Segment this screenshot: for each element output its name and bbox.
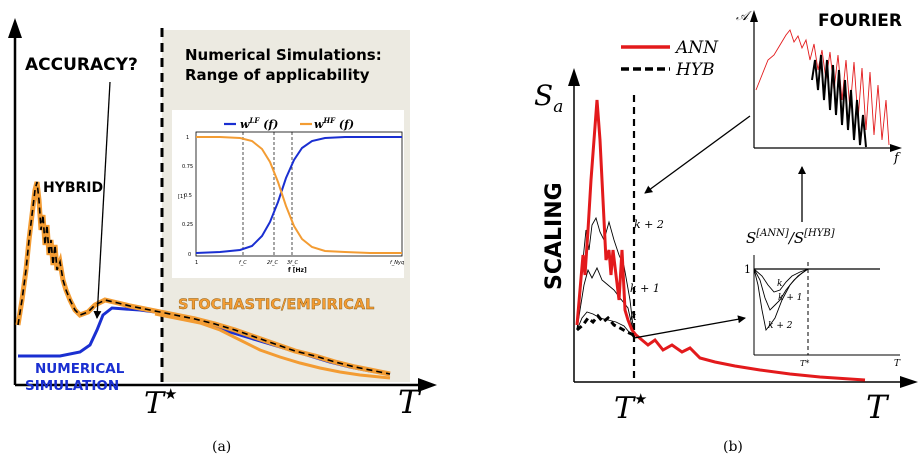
inset-xtick-fc: f_C: [239, 260, 247, 266]
numerical-label-line2: SIMULATION: [25, 378, 119, 394]
ratio-curve-k: [753, 268, 809, 293]
accuracy-arrow: [93, 81, 111, 319]
numerical-label-line1: NUMERICAL: [35, 361, 125, 377]
inset-xtick-3fc: 3f_C: [287, 260, 298, 266]
inset-ylabel: [1]: [178, 194, 185, 200]
legend-b: ANN HYB: [621, 38, 719, 80]
sa-label: Sa: [534, 79, 563, 117]
caption-b: (b): [723, 439, 743, 455]
inset-xlabel: f [Hz]: [288, 267, 307, 274]
inset-hf-curve: [196, 136, 402, 254]
stochastic-label: STOCHASTIC/EMPIRICAL: [178, 297, 374, 313]
ratio-title: S[ANN]/S[HYB]: [746, 228, 835, 247]
sa-curve-ann: [575, 99, 866, 382]
hybrid-label: HYBRID: [43, 180, 103, 196]
t-axis-label-b: T: [866, 388, 890, 426]
inset-ytick-075: 0.75: [182, 164, 193, 170]
fourier-inset: FOURIER 𝒜 f: [736, 9, 902, 166]
accuracy-label: ACCURACY?: [25, 55, 138, 75]
inset-ytick-0: 0: [188, 252, 191, 258]
legend-hyb-label: HYB: [675, 60, 715, 80]
k2-label: k + 2: [634, 218, 664, 231]
fourier-hyb-spectrum: [811, 54, 867, 148]
inset-xtick-2fc: 2f_C: [267, 260, 278, 266]
panel-a: ACCURACY? Numerical Simulations: Range o…: [8, 18, 437, 455]
inset-ytick-1: 1: [186, 135, 189, 141]
fourier-label: FOURIER: [818, 11, 902, 31]
fourier-y-arrowhead: [750, 10, 758, 22]
panel-b: k + 2 k + 1 k Sa SCALING T★ T (b) ANN HY…: [534, 9, 918, 455]
x-axis-arrowhead-b: [900, 376, 918, 388]
inset-xtick-1: 1: [195, 260, 198, 266]
box-title-line2: Range of applicability: [185, 66, 370, 84]
ratio-k2-label: k + 2: [768, 321, 793, 331]
ratio-k1-label: k + 1: [778, 293, 802, 303]
stochastic-curve: [154, 312, 391, 380]
legend-hf-label: wHF (f): [314, 116, 354, 131]
inset-frame: [195, 131, 403, 257]
t-star-label-a: T★: [144, 385, 177, 421]
k1-label: k + 1: [630, 282, 660, 295]
inset-xtick-fnyq: f_Nyq: [390, 260, 404, 266]
sa-curve-k1: [576, 266, 635, 336]
fourier-y-label: 𝒜: [736, 9, 752, 24]
weighting-inset: wLF (f) wHF (f) 1 0.75 0.5 0.25 0 [1] 1 …: [172, 110, 404, 278]
ratio-one-label: 1: [744, 263, 751, 276]
legend-lf-label: wLF (f): [240, 116, 278, 131]
caption-a: (a): [212, 439, 231, 455]
fourier-to-divider-arrow: [644, 115, 751, 194]
box-title-line1: Numerical Simulations:: [185, 46, 382, 64]
sa-curve-hyb: [576, 313, 635, 337]
hybrid-curve-orange: [15, 181, 391, 377]
curves-to-ratio-arrow: [633, 315, 746, 339]
fourier-x-label: f: [893, 151, 901, 166]
k-label: k: [630, 310, 637, 323]
t-star-label-b: T★: [614, 390, 647, 426]
inset-ytick-05: 0.5: [184, 193, 192, 199]
y-axis-arrowhead-a: [8, 18, 22, 38]
legend-ann-label: ANN: [674, 38, 719, 58]
inset-legend: wLF (f) wHF (f): [224, 116, 354, 131]
ratio-curve-k2: [753, 268, 809, 332]
inset-lf-curve: [195, 136, 402, 254]
ratio-tstar-label: T*: [800, 359, 809, 368]
x-axis-arrowhead-a: [418, 378, 437, 392]
scaling-label: SCALING: [542, 182, 567, 290]
ratio-inset: S[ANN]/S[HYB] 1 k k + 1 k + 2 T* T: [744, 228, 901, 369]
ratio-t-label: T: [894, 359, 901, 369]
ratio-k-label: k: [777, 279, 782, 289]
y-axis-arrowhead-b: [568, 68, 580, 86]
t-axis-label-a: T: [398, 383, 422, 421]
fourier-x-arrowhead: [890, 144, 902, 152]
inset-ytick-025: 0.25: [182, 222, 193, 228]
